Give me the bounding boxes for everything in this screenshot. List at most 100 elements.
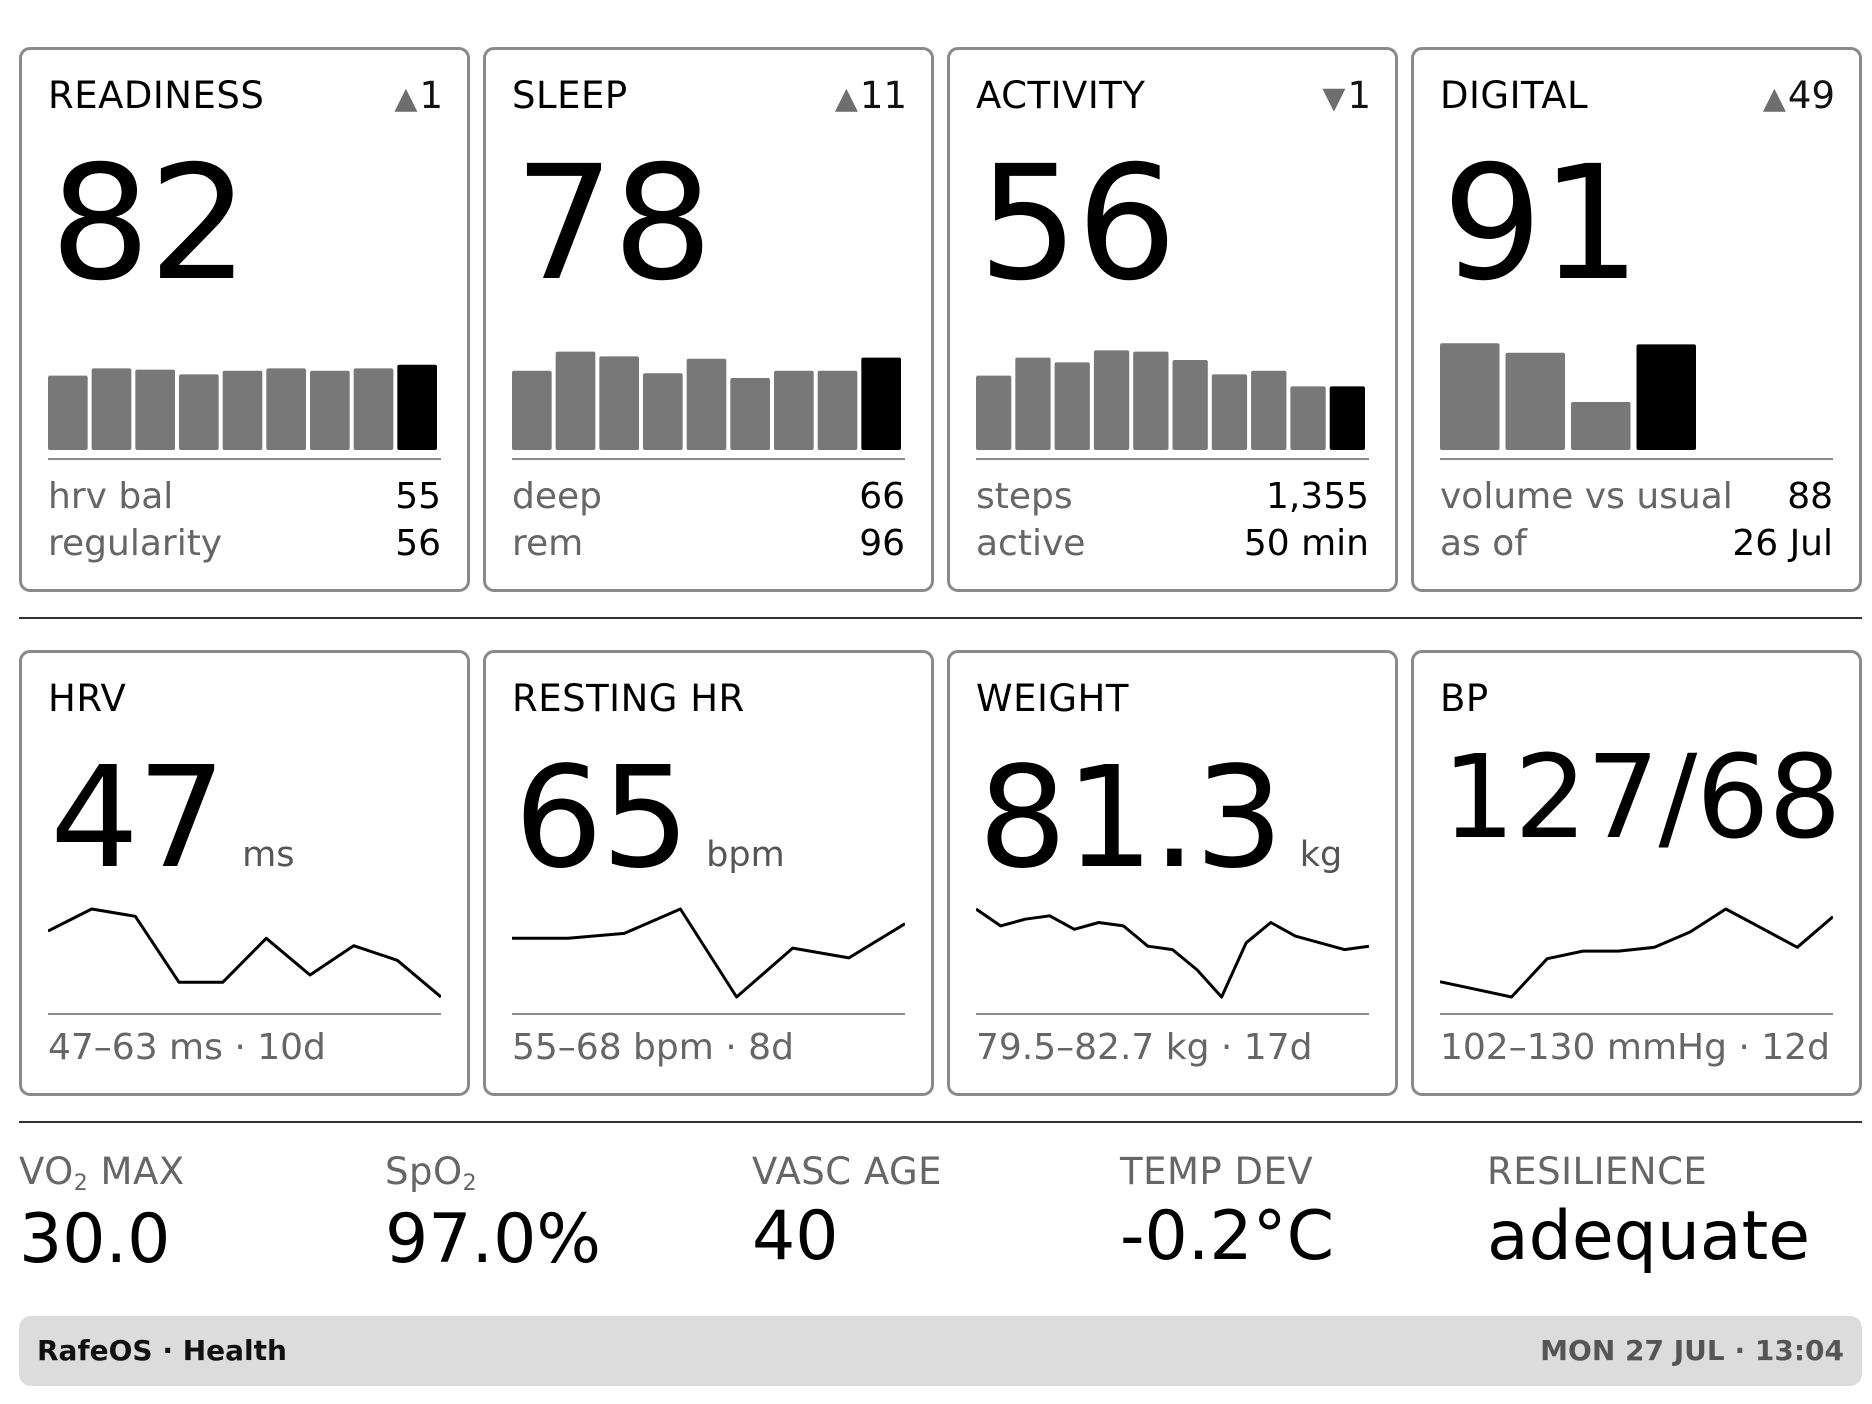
bar bbox=[1093, 350, 1130, 450]
stat-value: 40 bbox=[752, 1197, 839, 1276]
metric-row: hrv bal 55 bbox=[48, 476, 441, 517]
app-title: RafeOS · Health bbox=[37, 1334, 287, 1367]
stat-value: -0.2°C bbox=[1120, 1197, 1335, 1276]
bar bbox=[1290, 386, 1326, 450]
divider bbox=[1440, 1013, 1833, 1015]
divider bbox=[48, 458, 441, 460]
bar bbox=[1172, 360, 1208, 450]
bar bbox=[1251, 370, 1287, 450]
status-bar: RafeOS · Health MON 27 JUL · 13:04 bbox=[19, 1316, 1862, 1386]
card-title: HRV bbox=[48, 677, 127, 720]
triangle-up-icon: ▲ bbox=[1762, 81, 1786, 116]
bar bbox=[91, 368, 132, 450]
trend-value: 65 bpm bbox=[514, 737, 785, 900]
card-title: SLEEP bbox=[512, 74, 628, 117]
metric-row: deep 66 bbox=[512, 476, 905, 517]
range-label: 79.5–82.7 kg · 17d bbox=[976, 1027, 1313, 1068]
stat-value: 30.0 bbox=[19, 1200, 171, 1279]
bar bbox=[686, 358, 727, 450]
bar bbox=[1133, 351, 1169, 450]
card-title: READINESS bbox=[48, 74, 265, 117]
stat-value: adequate bbox=[1487, 1197, 1811, 1276]
weight-card[interactable]: WEIGHT 81.3 kg 79.5–82.7 kg · 17d bbox=[947, 650, 1398, 1096]
activity-card[interactable]: ACTIVITY ▼1 56 steps 1,355 active 50 min bbox=[947, 47, 1398, 592]
bar-today bbox=[1636, 344, 1696, 450]
metric-row: as of 26 Jul bbox=[1440, 523, 1833, 564]
digital-card[interactable]: DIGITAL ▲49 91 volume vs usual 88 as of 26… bbox=[1411, 47, 1862, 592]
score-value: 82 bbox=[50, 132, 249, 316]
readiness-card[interactable]: READINESS ▲1 82 hrv bal 55 regularity 56 bbox=[19, 47, 470, 592]
bar-today bbox=[1329, 386, 1365, 450]
divider bbox=[1440, 458, 1833, 460]
clock: MON 27 JUL · 13:04 bbox=[1540, 1334, 1844, 1367]
divider bbox=[976, 1013, 1369, 1015]
card-title: DIGITAL bbox=[1440, 74, 1589, 117]
delta-badge: ▲1 bbox=[394, 74, 443, 117]
bp-card[interactable]: BP 127/68 102–130 mmHg · 12d bbox=[1411, 650, 1862, 1096]
bar bbox=[512, 370, 552, 450]
divider bbox=[48, 1013, 441, 1015]
trend-line bbox=[976, 907, 1369, 999]
unit-label: ms bbox=[242, 835, 295, 875]
bar bbox=[1571, 402, 1631, 450]
metric-row: steps 1,355 bbox=[976, 476, 1369, 517]
card-title: WEIGHT bbox=[976, 677, 1129, 720]
unit-label: bpm bbox=[706, 835, 785, 875]
bar bbox=[1505, 352, 1565, 450]
score-value: 91 bbox=[1442, 132, 1641, 316]
bar bbox=[1015, 357, 1051, 450]
delta-badge: ▼1 bbox=[1322, 74, 1371, 117]
stat-value: 97.0% bbox=[385, 1200, 602, 1279]
range-label: 47–63 ms · 10d bbox=[48, 1027, 326, 1068]
section-divider bbox=[19, 1121, 1862, 1123]
trend-value: 127/68 bbox=[1442, 731, 1842, 865]
delta-badge: ▲11 bbox=[834, 74, 907, 117]
trend-sparkline bbox=[976, 907, 1369, 999]
triangle-down-icon: ▼ bbox=[1322, 81, 1346, 116]
section-divider bbox=[19, 617, 1862, 619]
trend-line bbox=[512, 907, 905, 999]
range-label: 55–68 bpm · 8d bbox=[512, 1027, 794, 1068]
unit-label: kg bbox=[1299, 835, 1343, 875]
card-title: BP bbox=[1440, 677, 1489, 720]
score-history-bars bbox=[1440, 343, 1696, 450]
metric-row: regularity 56 bbox=[48, 523, 441, 564]
divider bbox=[976, 458, 1369, 460]
resting-hr-card[interactable]: RESTING HR 65 bpm 55–68 bpm · 8d bbox=[483, 650, 934, 1096]
sleep-card[interactable]: SLEEP ▲11 78 deep 66 rem 96 bbox=[483, 47, 934, 592]
bar bbox=[353, 368, 394, 450]
bar bbox=[222, 370, 263, 450]
divider bbox=[512, 1013, 905, 1015]
score-history-bars bbox=[48, 364, 437, 450]
bar-today bbox=[397, 364, 437, 450]
card-title: RESTING HR bbox=[512, 677, 745, 720]
bar bbox=[48, 375, 88, 450]
range-label: 102–130 mmHg · 12d bbox=[1440, 1027, 1830, 1068]
bar bbox=[1440, 343, 1500, 450]
metric-row: active 50 min bbox=[976, 523, 1369, 564]
stat-label: RESILIENCE bbox=[1487, 1150, 1708, 1193]
metric-row: volume vs usual 88 bbox=[1440, 476, 1833, 517]
bar bbox=[1211, 374, 1248, 450]
bar bbox=[730, 378, 770, 450]
vo2max-stat: VO2 MAX 30.0 bbox=[19, 1150, 185, 1279]
trend-line bbox=[48, 907, 441, 999]
bar bbox=[179, 374, 219, 450]
stat-label: VASC AGE bbox=[752, 1150, 943, 1193]
metric-row: rem 96 bbox=[512, 523, 905, 564]
trend-sparkline bbox=[48, 907, 441, 999]
score-history-bars bbox=[976, 350, 1365, 450]
divider bbox=[512, 458, 905, 460]
triangle-up-icon: ▲ bbox=[394, 81, 418, 116]
score-value: 56 bbox=[978, 132, 1177, 316]
delta-badge: ▲49 bbox=[1762, 74, 1835, 117]
bar bbox=[1054, 362, 1090, 450]
bar bbox=[135, 369, 175, 450]
stat-label: VO2 MAX bbox=[19, 1150, 185, 1196]
stat-label: TEMP DEV bbox=[1120, 1150, 1314, 1193]
temp-dev-stat: TEMP DEV -0.2°C bbox=[1120, 1150, 1334, 1276]
score-value: 78 bbox=[514, 132, 713, 316]
bar bbox=[266, 368, 306, 450]
hrv-card[interactable]: HRV 47 ms 47–63 ms · 10d bbox=[19, 650, 470, 1096]
vasc-age-stat: VASC AGE 40 bbox=[752, 1150, 942, 1276]
